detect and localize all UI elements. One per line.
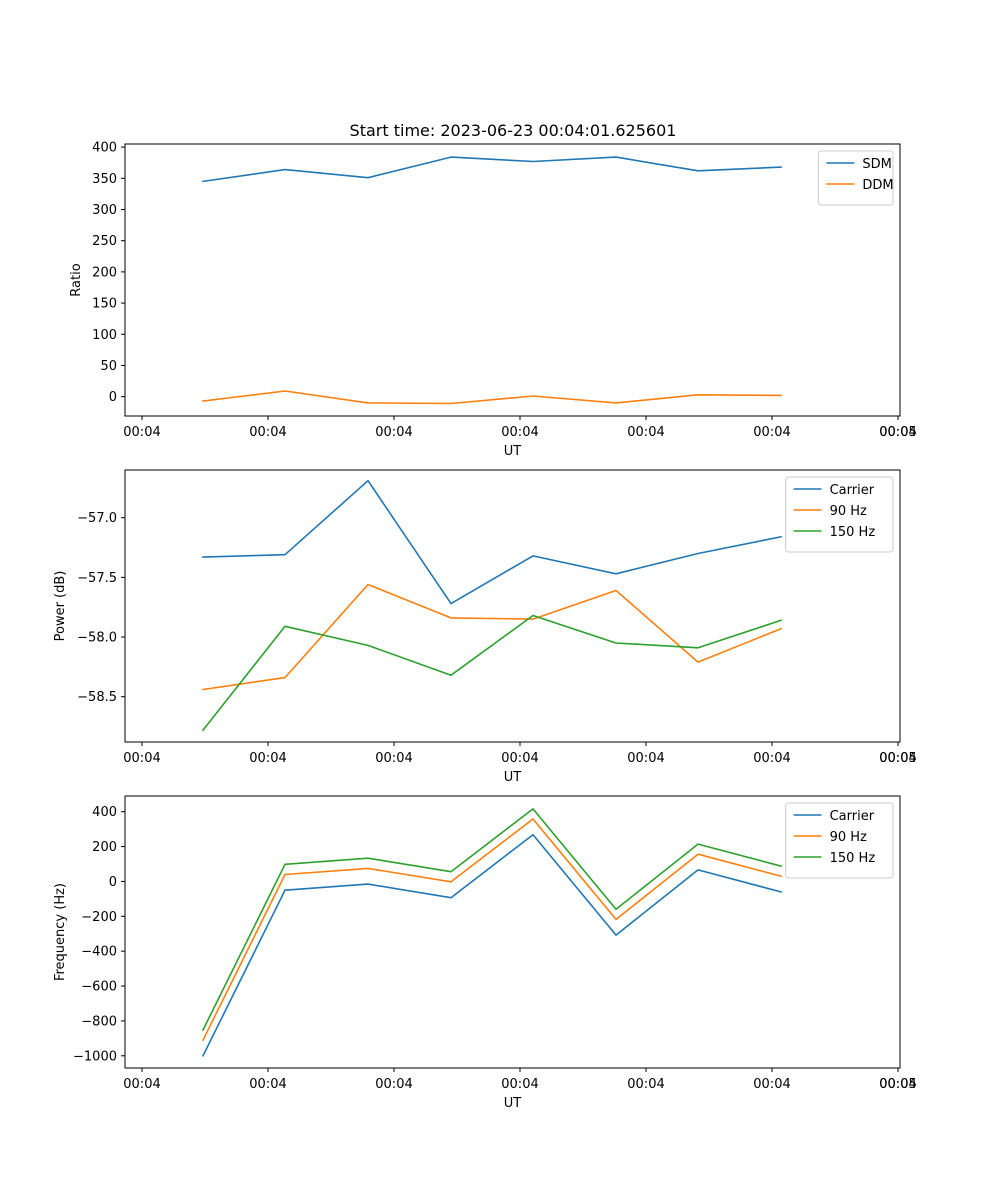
x-tick-label: 00:05 [879, 425, 916, 440]
y-tick-label: −58.5 [77, 690, 117, 705]
series-line-sdm [202, 156, 782, 183]
x-tick-label: 00:04 [249, 425, 286, 440]
y-axis-label: Frequency (Hz) [53, 883, 68, 981]
x-axis-label: UT [504, 770, 522, 785]
y-tick-label: −200 [81, 910, 117, 925]
series-line-90-hz [201, 818, 782, 1042]
figure-title: Start time: 2023-06-23 00:04:01.625601 [350, 121, 677, 140]
y-tick-label: −58.0 [77, 631, 117, 646]
axes-frame [124, 469, 901, 743]
x-tick-label: 00:04 [123, 751, 160, 766]
x-tick-label: 00:04 [123, 1077, 160, 1092]
y-tick-label: 300 [92, 203, 117, 218]
legend-label: DDM [862, 178, 893, 193]
x-tick-label: 00:04 [753, 751, 790, 766]
series-line-carrier [202, 479, 782, 605]
legend-label: 90 Hz [830, 830, 867, 845]
y-tick-label: −57.5 [77, 571, 117, 586]
x-axis-label: UT [504, 1096, 522, 1111]
y-tick-label: 350 [92, 172, 117, 187]
series-line-carrier [201, 833, 782, 1057]
y-tick-label: 0 [109, 875, 117, 890]
y-axis-label: Power (dB) [53, 571, 68, 642]
legend-label: Carrier [830, 483, 875, 498]
series-line-150-hz [201, 808, 782, 1032]
x-tick-label: 00:04 [375, 425, 412, 440]
legend-label: SDM [862, 157, 891, 172]
y-tick-label: −800 [81, 1014, 117, 1029]
legend-label: 150 Hz [830, 851, 876, 866]
y-tick-label: 200 [92, 840, 117, 855]
legend: Carrier 90 Hz 150 Hz [785, 802, 894, 879]
x-tick-label: 00:04 [627, 751, 664, 766]
x-tick-label: 00:04 [753, 1077, 790, 1092]
y-tick-label: −600 [81, 980, 117, 995]
series-line-90-hz [202, 583, 783, 691]
y-tick-label: 400 [92, 141, 117, 156]
x-tick-label: 00:04 [375, 751, 412, 766]
y-tick-label: 150 [92, 297, 117, 312]
legend-label: Carrier [830, 809, 875, 824]
y-tick-label: 50 [100, 359, 117, 374]
x-tick-label: 00:04 [249, 1077, 286, 1092]
y-tick-label: −1000 [73, 1049, 117, 1064]
y-tick-label: 250 [92, 234, 117, 249]
x-tick-label: 00:04 [627, 425, 664, 440]
y-tick-label: −400 [81, 945, 117, 960]
x-tick-label: 00:04 [501, 1077, 538, 1092]
legend-box [785, 476, 894, 553]
x-tick-label: 00:05 [879, 1077, 916, 1092]
legend: SDM DDM [817, 150, 894, 206]
x-tick-label: 00:04 [879, 425, 916, 440]
y-tick-label: 0 [109, 390, 117, 405]
x-tick-label: 00:04 [753, 425, 790, 440]
subplot-1: 00:04 00:04 00:04 00:04 00:04 00:04 00:0400:05… [69, 141, 917, 459]
axes-frame [124, 795, 901, 1069]
x-tick-label: 00:04 [501, 425, 538, 440]
series-line-ddm [202, 390, 782, 405]
x-tick-label: 00:04 [879, 1077, 916, 1092]
axes-frame [124, 143, 901, 417]
y-axis-label: Ratio [69, 263, 84, 296]
series-line-150-hz [201, 614, 783, 732]
legend-label: 90 Hz [830, 504, 867, 519]
x-tick-label: 00:04 [501, 751, 538, 766]
y-tick-label: 100 [92, 328, 117, 343]
x-tick-label: 00:05 [879, 751, 916, 766]
x-tick-label: 00:04 [879, 751, 916, 766]
subplot-3: 00:04 00:04 00:04 00:04 00:04 00:04 00:0400:05… [53, 795, 917, 1111]
y-tick-label: −57.0 [77, 511, 117, 526]
y-tick-label: 200 [92, 265, 117, 280]
x-axis-label: UT [504, 444, 522, 459]
subplots: 00:04 00:04 00:04 00:04 00:04 00:04 00:0400:05… [53, 141, 917, 1111]
x-tick-label: 00:04 [627, 1077, 664, 1092]
x-tick-label: 00:04 [249, 751, 286, 766]
legend: Carrier 90 Hz 150 Hz [785, 476, 894, 553]
legend-box [785, 802, 894, 879]
y-tick-label: 400 [92, 805, 117, 820]
x-tick-label: 00:04 [375, 1077, 412, 1092]
subplot-2: 00:04 00:04 00:04 00:04 00:04 00:04 00:0400:05… [53, 469, 917, 785]
x-tick-label: 00:04 [123, 425, 160, 440]
legend-box [817, 150, 894, 206]
legend-label: 150 Hz [830, 525, 876, 540]
